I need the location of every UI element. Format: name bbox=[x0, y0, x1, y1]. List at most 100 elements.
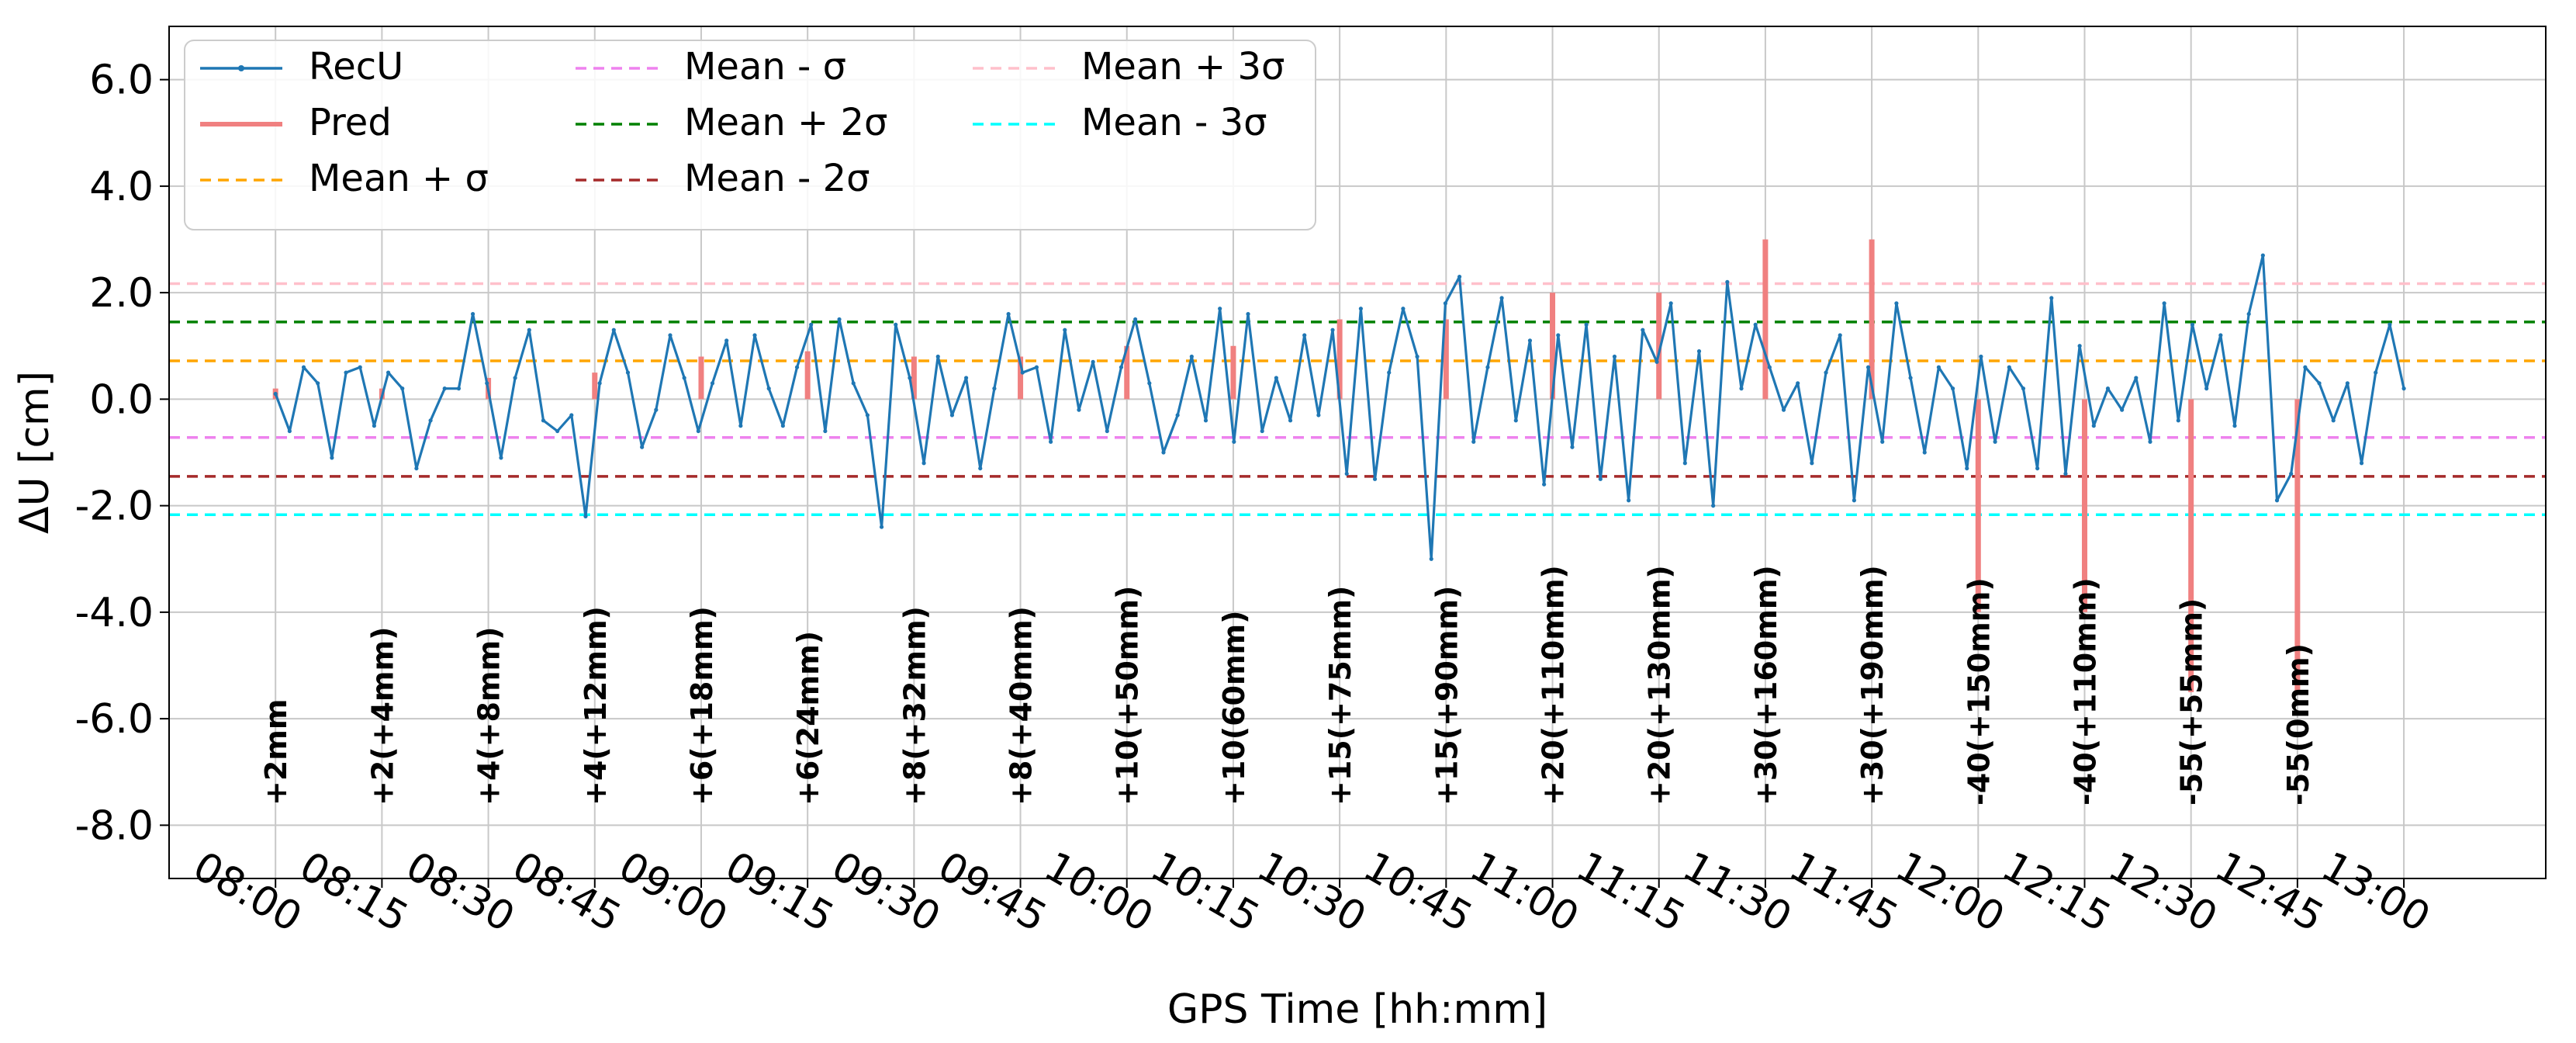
recu-point bbox=[1936, 365, 1942, 369]
recu-point bbox=[1415, 354, 1419, 359]
y-tick-label: -6.0 bbox=[75, 696, 154, 743]
recu-point bbox=[1302, 333, 1307, 338]
recu-point bbox=[1993, 439, 1997, 444]
recu-point bbox=[992, 386, 997, 391]
x-tick-label: 11:30 bbox=[1675, 843, 1800, 941]
recu-point bbox=[1753, 322, 1758, 327]
recu-point bbox=[2063, 471, 2068, 476]
recu-point bbox=[1796, 381, 1800, 386]
recu-point bbox=[470, 311, 475, 317]
recu-point bbox=[2260, 253, 2265, 258]
y-tick-label: 4.0 bbox=[89, 164, 154, 210]
recu-point bbox=[499, 456, 503, 460]
y-tick-label: -2.0 bbox=[75, 483, 154, 530]
recu-point bbox=[442, 386, 447, 391]
annotation-label: +8(+32mm) bbox=[897, 606, 932, 806]
recu-point bbox=[1598, 476, 1603, 481]
recu-point bbox=[1161, 450, 1166, 455]
recu-point bbox=[1387, 370, 1392, 375]
annotation-label: -40(+150mm) bbox=[1962, 577, 1996, 806]
recu-point bbox=[794, 365, 800, 369]
recu-point bbox=[2317, 381, 2322, 386]
annotation-label: +2(+4mm) bbox=[365, 627, 399, 806]
recu-point bbox=[555, 428, 560, 434]
recu-point bbox=[1316, 413, 1321, 418]
recu-point bbox=[330, 456, 334, 460]
y-tick-label: 0.0 bbox=[89, 376, 154, 423]
recu-point bbox=[935, 354, 940, 359]
recu-point bbox=[1401, 307, 1406, 311]
recu-point bbox=[1260, 428, 1264, 434]
recu-point bbox=[1457, 274, 1462, 279]
recu-point bbox=[1810, 461, 1814, 466]
recu-point bbox=[1471, 439, 1476, 444]
recu-point bbox=[682, 376, 686, 380]
annotation-label: +4(+12mm) bbox=[579, 606, 613, 806]
annotation-label: +20(+110mm) bbox=[1537, 565, 1571, 806]
recu-point bbox=[1979, 354, 1983, 359]
recu-point bbox=[2190, 322, 2195, 327]
recu-point bbox=[1627, 498, 1631, 503]
recu-point bbox=[1542, 482, 1547, 487]
recu-point bbox=[823, 428, 828, 434]
recu-point bbox=[1950, 386, 1955, 391]
recu-point bbox=[541, 418, 546, 423]
recu-point bbox=[513, 376, 517, 380]
recu-series-layer bbox=[273, 253, 2406, 561]
recu-point bbox=[428, 418, 433, 423]
annotation-label: +8(+40mm) bbox=[1004, 606, 1039, 806]
recu-point bbox=[2331, 418, 2336, 423]
annotation-label: -55(0mm) bbox=[2281, 643, 2315, 806]
recu-point bbox=[1246, 311, 1250, 317]
y-tick-label: -8.0 bbox=[75, 802, 154, 849]
legend: RecU Pred Mean + σ Mean - σ Mean + 2σ Mean - … bbox=[184, 40, 1316, 230]
recu-point bbox=[1119, 365, 1124, 369]
recu-point bbox=[2345, 381, 2350, 386]
legend-label: Mean + 2σ bbox=[684, 101, 887, 144]
recu-point bbox=[752, 333, 757, 338]
recu-point bbox=[2176, 418, 2180, 423]
recu-point bbox=[724, 338, 729, 343]
recu-point bbox=[1063, 327, 1067, 332]
y-axis-label: ΔU [cm] bbox=[12, 371, 58, 534]
recu-point bbox=[316, 381, 320, 386]
recu-point bbox=[456, 386, 462, 391]
recu-point bbox=[1865, 365, 1871, 369]
recu-point bbox=[1006, 311, 1011, 317]
y-tick-label: -4.0 bbox=[75, 590, 154, 636]
recu-point bbox=[1232, 439, 1236, 444]
recu-point bbox=[414, 466, 419, 471]
x-tick-label: 10:30 bbox=[1250, 843, 1374, 941]
recu-point bbox=[2401, 386, 2406, 391]
recu-point bbox=[1682, 461, 1687, 466]
x-axis-label: GPS Time [hh:mm] bbox=[1167, 986, 1547, 1033]
recu-point bbox=[2303, 365, 2308, 369]
x-tick-label: 10:00 bbox=[1036, 843, 1160, 941]
recu-point bbox=[1049, 439, 1053, 444]
recu-point bbox=[1330, 327, 1335, 332]
recu-point bbox=[2148, 439, 2152, 444]
recu-point bbox=[2218, 333, 2223, 338]
x-tick-label: 10:15 bbox=[1143, 843, 1267, 941]
annotation-label: -40(+110mm) bbox=[2068, 577, 2102, 806]
recu-point bbox=[921, 461, 926, 466]
recu-point bbox=[696, 428, 700, 434]
recu-point bbox=[1203, 418, 1208, 423]
recu-point bbox=[837, 317, 842, 322]
recu-point bbox=[301, 365, 306, 369]
recu-line bbox=[274, 254, 2405, 560]
annotation-label: +10(60mm) bbox=[1217, 610, 1251, 806]
recu-point bbox=[569, 413, 574, 418]
x-tick-label: 08:00 bbox=[185, 843, 309, 941]
recu-point bbox=[2077, 344, 2082, 348]
x-tick-label: 11:00 bbox=[1462, 843, 1586, 941]
recu-point bbox=[1711, 504, 1716, 508]
annotation-label: +4(+8mm) bbox=[472, 627, 507, 806]
recu-point bbox=[2134, 376, 2139, 380]
recu-point bbox=[485, 381, 489, 386]
pred-series-layer bbox=[272, 239, 2301, 692]
plot-frame bbox=[168, 26, 2547, 879]
x-tick-label: 12:30 bbox=[2101, 843, 2225, 941]
recu-point bbox=[1034, 365, 1039, 369]
recu-point bbox=[710, 381, 715, 386]
